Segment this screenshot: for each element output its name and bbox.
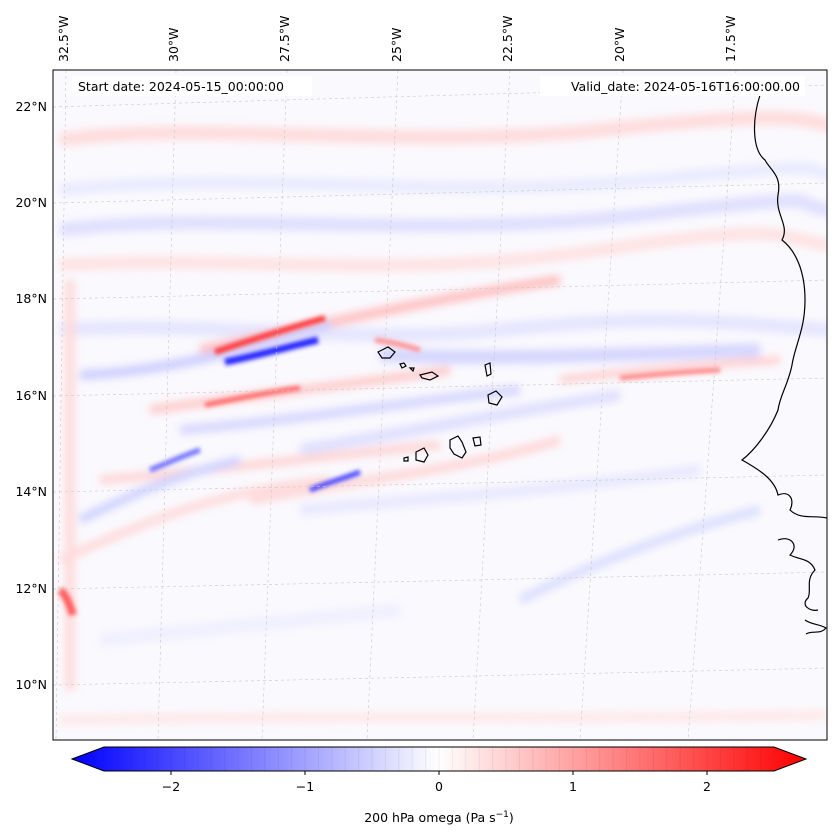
colorbar-tick-label: 1 bbox=[569, 779, 577, 794]
omega-field bbox=[57, 111, 827, 725]
lat-label: 10°N bbox=[15, 677, 47, 692]
longitude-labels: 32.5°W 30°W 27.5°W 25°W 22.5°W 20°W 17.5… bbox=[56, 16, 738, 62]
lat-label: 12°N bbox=[15, 581, 47, 596]
colorbar-label: 200 hPa omega (Pa s−1) bbox=[364, 810, 514, 825]
lon-label: 32.5°W bbox=[56, 16, 71, 62]
colorbar: −2 −1 0 1 2 200 hPa omega (Pa s−1) bbox=[70, 746, 808, 825]
map-frame bbox=[52, 69, 828, 741]
lon-label: 17.5°W bbox=[723, 16, 738, 62]
lat-label: 14°N bbox=[15, 484, 47, 499]
lat-label: 22°N bbox=[15, 99, 47, 114]
lat-label: 16°N bbox=[15, 388, 47, 403]
graticule bbox=[53, 70, 827, 740]
colorbar-outline bbox=[70, 746, 808, 772]
coastline bbox=[740, 94, 827, 635]
map-panel: Start date: 2024-05-15_00:00:00 Valid_da… bbox=[15, 16, 828, 741]
valid-date-label: Valid_date: 2024-05-16T16:00:00.00 bbox=[571, 79, 800, 94]
colorbar-tick-label: −1 bbox=[296, 779, 314, 794]
lon-label: 20°W bbox=[612, 27, 627, 62]
cape-verde-islands bbox=[377, 346, 503, 463]
lat-label: 18°N bbox=[15, 291, 47, 306]
lon-label: 25°W bbox=[389, 27, 404, 62]
latitude-labels: 22°N 20°N 18°N 16°N 14°N 12°N 10°N bbox=[15, 99, 47, 692]
colorbar-tick-label: 0 bbox=[435, 779, 443, 794]
colorbar-tick-label: 2 bbox=[703, 779, 711, 794]
colorbar-tick-label: −2 bbox=[162, 779, 180, 794]
colorbar-ramp bbox=[72, 747, 806, 771]
lon-label: 22.5°W bbox=[500, 16, 515, 62]
lon-label: 30°W bbox=[166, 27, 181, 62]
lon-label: 27.5°W bbox=[277, 16, 292, 62]
start-date-label: Start date: 2024-05-15_00:00:00 bbox=[78, 79, 284, 94]
lat-label: 20°N bbox=[15, 195, 47, 210]
